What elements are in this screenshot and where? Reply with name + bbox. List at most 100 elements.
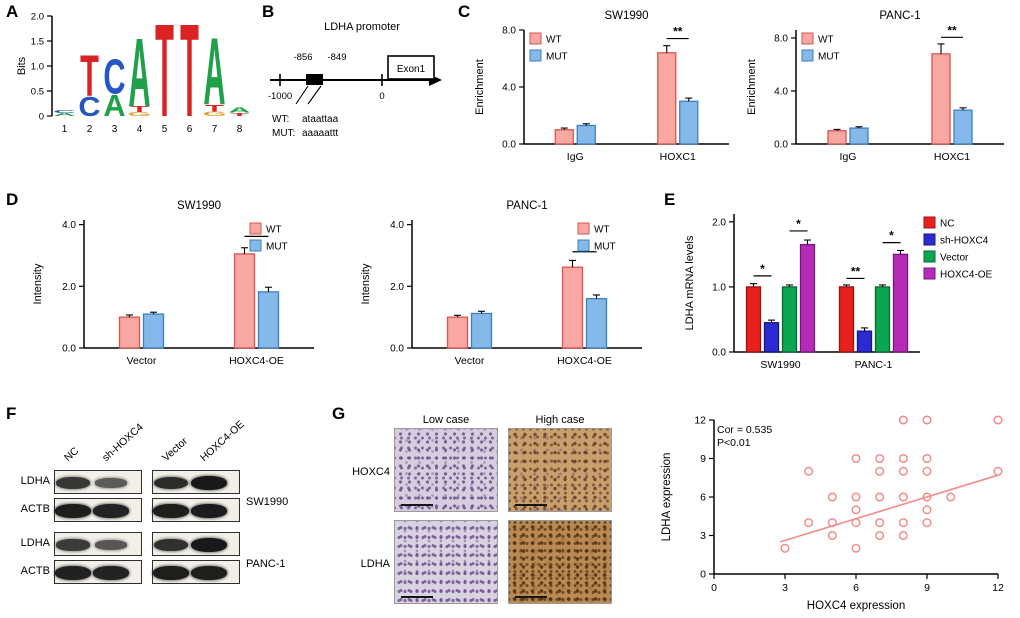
logo-letter-A: A bbox=[228, 106, 250, 114]
data-point bbox=[898, 492, 908, 502]
x-category-label: HOXC1 bbox=[660, 151, 696, 163]
data-point bbox=[827, 518, 837, 528]
chartD1-svg: 0.02.04.0SW1990IntensityVectorHOXC4-OE**… bbox=[32, 200, 314, 367]
blot-box bbox=[152, 532, 240, 556]
x-tick-label: 2 bbox=[87, 124, 93, 135]
legend-swatch-WT bbox=[529, 32, 542, 45]
x-tick-label: 0 bbox=[711, 582, 717, 594]
y-axis-label: Intensity bbox=[360, 263, 372, 304]
y-tick-label: 2.0 bbox=[390, 282, 404, 293]
y-tick-label: 1.0 bbox=[31, 62, 44, 73]
legend-swatch-MUT bbox=[801, 49, 814, 62]
logo-letter-T: T bbox=[80, 43, 99, 108]
panel-e-label: E bbox=[664, 190, 676, 209]
legend-label: WT bbox=[818, 35, 834, 46]
protein-band bbox=[191, 504, 227, 518]
annotation-line: Cor = 0.535 bbox=[717, 424, 772, 436]
trend-line bbox=[780, 474, 999, 543]
x-tick-label: 5 bbox=[162, 124, 168, 135]
y-tick-label: 8.0 bbox=[774, 33, 788, 44]
panel-a-label: A bbox=[6, 2, 19, 21]
y-tick-label: 0.0 bbox=[62, 344, 76, 355]
data-point bbox=[875, 466, 885, 476]
blot-box bbox=[54, 498, 142, 522]
logo-letter-A: A bbox=[103, 88, 125, 123]
protein-label: LDHA bbox=[20, 537, 50, 549]
protein-band bbox=[56, 477, 90, 489]
data-point bbox=[780, 543, 790, 553]
panel-g-label: G bbox=[332, 404, 346, 423]
logo-letter-T: T bbox=[155, 0, 174, 145]
x-category-label: HOXC4-OE bbox=[229, 355, 284, 367]
legend-swatch-WT bbox=[249, 222, 262, 235]
logo-letter-C: C bbox=[103, 49, 125, 104]
bar-MUT bbox=[142, 313, 165, 349]
sig-label: * bbox=[796, 217, 801, 231]
data-point bbox=[922, 453, 932, 464]
x-category-label: Vector bbox=[127, 355, 157, 367]
legend-swatch-HOXC4-OE bbox=[923, 267, 936, 280]
x-tick-label: 7 bbox=[212, 124, 218, 135]
legend-swatch-MUT bbox=[529, 49, 542, 62]
protein-band bbox=[153, 538, 189, 552]
y-tick-label: 0.5 bbox=[31, 87, 44, 98]
data-point bbox=[993, 415, 1003, 425]
y-axis-label: LDHA mRNA levels bbox=[684, 235, 696, 330]
data-point bbox=[922, 415, 932, 425]
data-point bbox=[804, 466, 814, 476]
bar-MUT bbox=[257, 291, 280, 349]
lane-label: sh-HOXC4 bbox=[99, 421, 146, 464]
data-point bbox=[827, 530, 837, 541]
data-point bbox=[946, 492, 956, 502]
y-tick-label: 1.5 bbox=[31, 37, 44, 48]
protein-label: ACTB bbox=[20, 503, 50, 515]
y-tick-label: 0 bbox=[700, 569, 706, 581]
binding-site-box bbox=[306, 74, 323, 85]
sig-label: ** bbox=[673, 25, 683, 39]
chart-ldha-mrna: 0.0 1.0 2.0 LDHA mRNA levels SW1990 PANC-1 * * *… bbox=[680, 192, 1016, 384]
protein-band bbox=[95, 540, 127, 550]
logo-letter-T: T bbox=[130, 105, 149, 114]
bar-NC bbox=[745, 286, 762, 353]
protein-band bbox=[191, 538, 227, 552]
y-tick-label: 1.0 bbox=[712, 282, 726, 293]
y-tick-label: 2.0 bbox=[712, 217, 726, 228]
y-tick-label: 12 bbox=[694, 415, 706, 427]
chartD2-svg: 0.02.04.0PANC-1IntensityVectorHOXC4-OE**… bbox=[360, 200, 642, 367]
site-callout-line bbox=[307, 85, 322, 105]
wt-sequence: ataattaa bbox=[302, 114, 339, 125]
x-tick-label: 8 bbox=[237, 124, 243, 135]
legend-label: NC bbox=[940, 219, 954, 230]
blot-box bbox=[152, 498, 240, 522]
legend-swatch-sh-HOXC4 bbox=[923, 233, 936, 246]
legend-swatch-Vector bbox=[923, 250, 936, 263]
bar-WT bbox=[827, 130, 847, 145]
y-tick-label: 8.0 bbox=[502, 26, 516, 37]
legend-swatch-MUT bbox=[577, 239, 590, 252]
legend-label: MUT bbox=[818, 52, 840, 63]
data-point bbox=[875, 530, 885, 541]
scatter-svg: 0 3 6 9 12 0 3 6 9 12 HOXC4 expression LDHA express… bbox=[661, 415, 1004, 613]
legend-label: MUT bbox=[594, 242, 616, 253]
scale-bar bbox=[401, 504, 433, 506]
data-point bbox=[922, 518, 932, 528]
sig-label: ** bbox=[947, 23, 957, 37]
legend-label: HOXC4-OE bbox=[940, 270, 993, 281]
bar-sh-HOXC4 bbox=[856, 330, 873, 353]
x-category-label: IgG bbox=[840, 151, 857, 163]
legend-label: Vector bbox=[940, 253, 969, 264]
x-tick-label: 3 bbox=[782, 582, 788, 594]
protein-band bbox=[191, 566, 227, 580]
bar-MUT bbox=[470, 312, 493, 349]
scale-bar bbox=[515, 504, 547, 506]
y-axis-label: Enrichment bbox=[474, 59, 486, 115]
data-point bbox=[851, 492, 861, 502]
y-tick-label: 0 bbox=[39, 112, 44, 123]
logo-letter-C: C bbox=[78, 92, 100, 122]
bar-MUT bbox=[953, 109, 973, 145]
x-tick-label: 6 bbox=[187, 124, 193, 135]
x-category-label: HOXC1 bbox=[934, 151, 970, 163]
legend-swatch-NC bbox=[923, 216, 936, 229]
